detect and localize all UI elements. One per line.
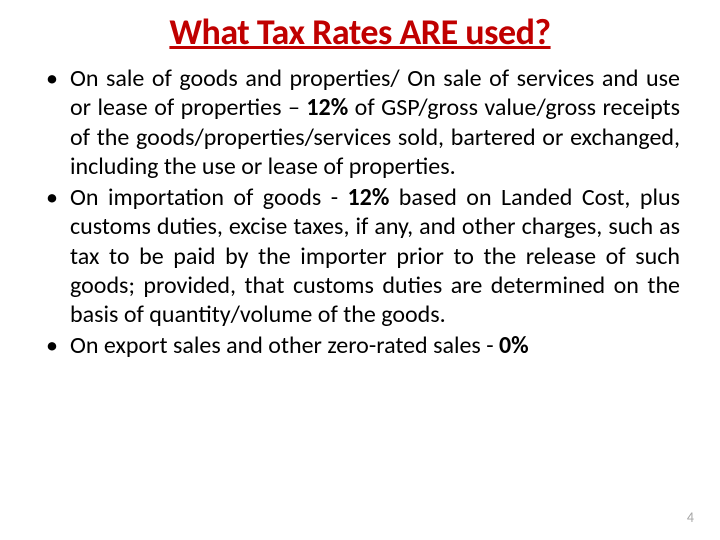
bullet-text-bold: 12% — [306, 93, 348, 122]
slide: What Tax Rates ARE used? On sale of good… — [0, 0, 720, 540]
list-item: On sale of goods and properties/ On sale… — [40, 64, 680, 181]
bullet-text-pre: On importation of goods - — [70, 183, 348, 212]
page-number: 4 — [687, 509, 694, 526]
slide-title: What Tax Rates ARE used? — [70, 10, 650, 54]
bullet-text-pre: On export sales and other zero-rated sal… — [70, 331, 499, 360]
bullet-list: On sale of goods and properties/ On sale… — [40, 64, 680, 361]
list-item: On export sales and other zero-rated sal… — [40, 331, 680, 360]
bullet-text-bold: 12% — [348, 183, 390, 212]
list-item: On importation of goods - 12% based on L… — [40, 183, 680, 329]
bullet-text-bold: 0% — [499, 331, 529, 360]
